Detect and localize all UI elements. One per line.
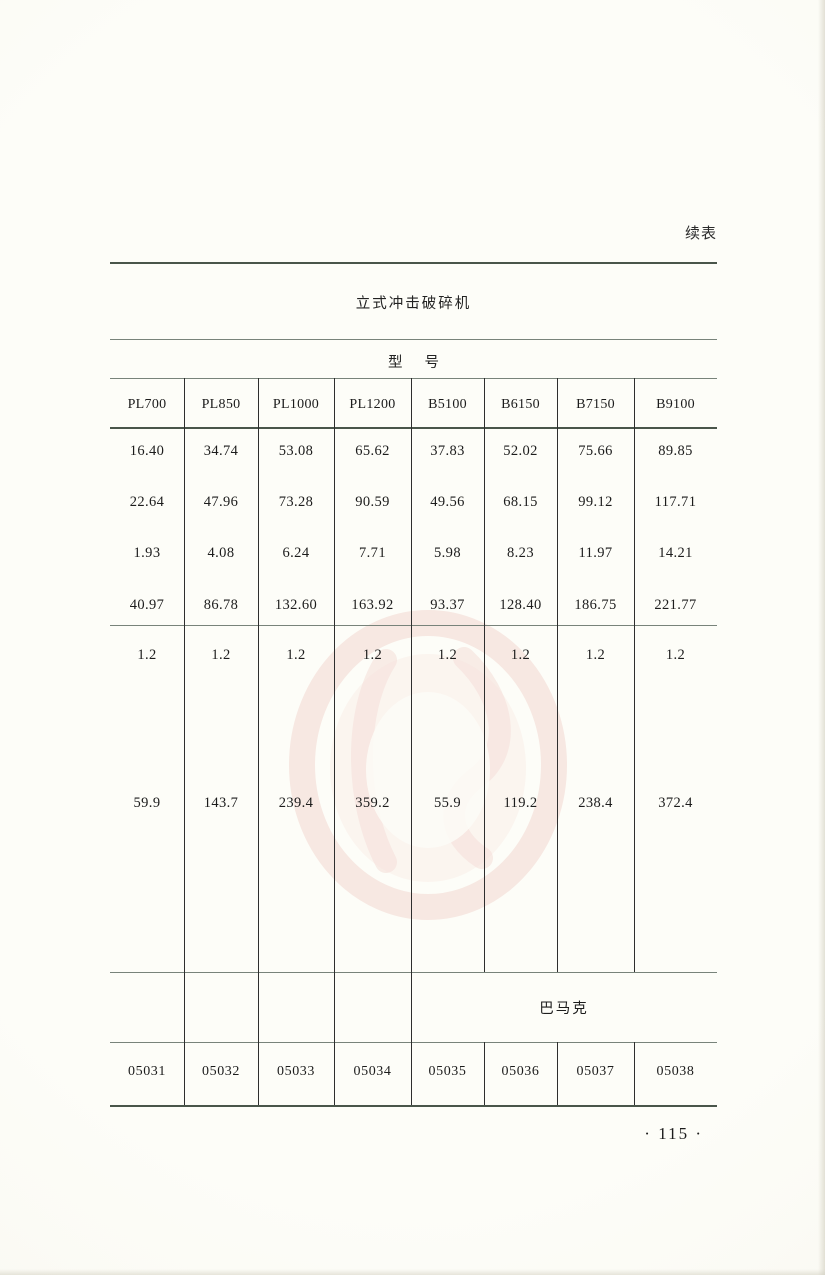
column-header-2: PL1000 [272,397,320,412]
column-header-1: PL850 [201,397,241,412]
column-divider-3 [334,378,335,972]
data-cell-r2-c4: 5.98 [434,545,461,561]
data-cell-r4-c2: 1.2 [286,647,306,663]
data-cell-r5-c0: 59.9 [133,795,161,811]
data-cell-r2-c3: 7.71 [359,545,386,561]
brand-label-cell: 巴马克 [539,1001,589,1017]
code-cell-1: 05032 [202,1064,240,1079]
column-divider-6-lower [557,1042,558,1105]
column-header-0: PL700 [127,397,167,412]
data-cell-r3-c7: 221.77 [654,597,697,613]
column-divider-6 [557,378,558,972]
data-cell-r0-c5: 52.02 [503,443,538,459]
rule-under-model-header [110,378,717,379]
data-cell-r5-c5: 119.2 [503,795,538,811]
data-cell-r4-c1: 1.2 [211,647,231,663]
data-cell-r1-c2: 73.28 [278,494,314,510]
data-cell-r2-c2: 6.24 [282,545,310,561]
column-divider-7 [634,378,635,972]
rule-above-code-row [110,1042,717,1043]
data-cell-r1-c5: 68.15 [503,494,538,510]
data-cell-r5-c6: 238.4 [578,795,613,811]
column-divider-4 [411,378,412,972]
column-divider-2 [258,378,259,972]
data-cell-r5-c2: 239.4 [278,795,314,811]
data-cell-r1-c6: 99.12 [578,494,613,510]
column-divider-7-lower [634,1042,635,1105]
model-header-left: 型 [388,355,403,371]
data-cell-r1-c0: 22.64 [129,494,165,510]
data-cell-r0-c4: 37.83 [430,443,465,459]
data-cell-r1-c3: 90.59 [355,494,390,510]
continued-table-label: 续表 [684,224,717,242]
data-cell-r3-c6: 186.75 [574,597,617,613]
data-cell-r3-c2: 132.60 [274,597,318,613]
rule-bottom [110,1105,717,1107]
data-cell-r3-c0: 40.97 [129,597,165,613]
column-header-5: B6150 [501,397,540,412]
rule-above-brand-row [110,972,717,973]
code-cell-3: 05034 [353,1064,392,1079]
data-cell-r5-c1: 143.7 [203,795,239,811]
code-cell-6: 05037 [576,1064,615,1079]
rule-top [110,262,717,264]
column-divider-1 [184,378,185,972]
code-cell-4: 05035 [428,1064,467,1079]
data-cell-r2-c7: 14.21 [658,545,693,561]
code-cell-2: 05033 [277,1064,315,1079]
data-cell-r2-c0: 1.93 [133,545,161,561]
data-cell-r1-c1: 47.96 [203,494,239,510]
code-cell-0: 05031 [128,1064,166,1079]
table-sheet: 续表 立式冲击破碎机 型号 [110,0,717,1275]
data-cell-r3-c1: 86.78 [203,597,239,613]
model-header: 型号 [110,351,717,372]
data-cell-r1-c4: 49.56 [430,494,465,510]
data-cell-r2-c5: 8.23 [507,545,534,561]
data-cell-r4-c6: 1.2 [585,647,606,663]
data-cell-r4-c3: 1.2 [362,647,383,663]
column-header-7: B9100 [656,397,695,412]
data-cell-r0-c1: 34.74 [203,443,239,459]
rule-under-title [110,339,717,340]
data-cell-r5-c7: 372.4 [658,795,693,811]
code-cell-7: 05038 [656,1064,695,1079]
data-cell-r0-c6: 75.66 [578,443,613,459]
data-cell-r4-c5: 1.2 [510,647,531,663]
page-edge-shadow-right [818,0,825,1275]
data-cell-r0-c0: 16.40 [129,443,165,459]
column-divider-5 [484,378,485,972]
data-cell-r0-c3: 65.62 [355,443,390,459]
data-cell-r0-c2: 53.08 [278,443,314,459]
data-cell-r5-c3: 359.2 [355,795,390,811]
data-cell-r3-c4: 93.37 [430,597,465,613]
data-cell-r2-c6: 11.97 [578,545,613,561]
model-header-right: 号 [424,355,440,371]
data-cell-r4-c4: 1.2 [437,647,458,663]
data-cell-r0-c7: 89.85 [658,443,693,459]
column-divider-2-lower [258,972,259,1105]
rule-under-numeric-block [110,625,717,626]
data-cell-r3-c3: 163.92 [351,597,394,613]
data-cell-r3-c5: 128.40 [499,597,542,613]
table-title: 立式冲击破碎机 [355,296,472,312]
column-divider-5-lower [484,1042,485,1105]
column-divider-3-lower [334,972,335,1105]
column-header-4: B5100 [428,397,467,412]
column-divider-1-lower [184,972,185,1105]
data-cell-r1-c7: 117.71 [654,494,697,510]
page-edge-shadow-bottom [0,1269,825,1275]
column-header-6: B7150 [576,397,615,412]
code-cell-5: 05036 [501,1064,540,1079]
rule-under-column-headers [110,427,717,429]
page-number: · 115 · [644,1124,703,1143]
data-cell-r2-c1: 4.08 [207,545,235,561]
data-cell-r5-c4: 55.9 [434,795,461,811]
data-cell-r4-c7: 1.2 [665,647,686,663]
column-divider-4-lower [411,972,412,1105]
column-header-3: PL1200 [349,397,396,412]
data-cell-r4-c0: 1.2 [137,647,157,663]
